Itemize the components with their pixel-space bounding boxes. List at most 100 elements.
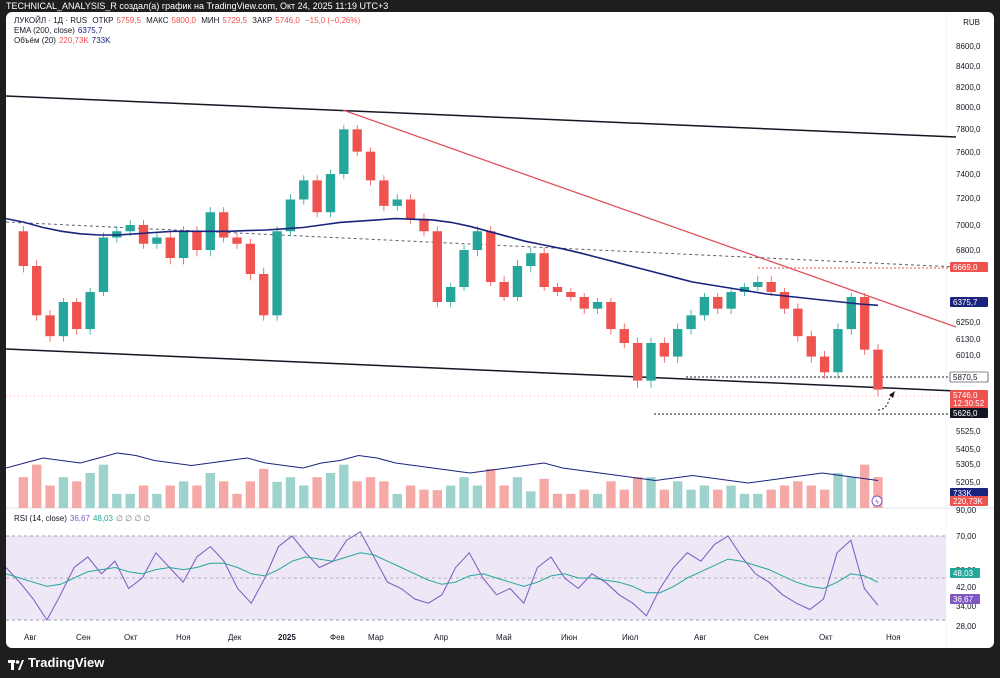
time-axis-label: Июл (622, 633, 639, 642)
time-axis-label: Дек (228, 633, 242, 642)
time-axis-label: Май (496, 633, 512, 642)
volume-bar (766, 489, 776, 508)
candle-body (486, 231, 496, 282)
legend-ema-label: EMA (200, close) (14, 26, 75, 35)
chart-panel[interactable]: ЛУКОЙЛ · 1Д · RUS ОТКР 5759,5 МАКС 5800,0 … (6, 12, 994, 648)
volume-bar (686, 489, 696, 508)
volume-bar (178, 481, 189, 508)
candle-body (846, 297, 856, 330)
time-axis-label: Июн (561, 633, 577, 642)
volume-bar (753, 493, 763, 508)
time-axis-labels: Авг Сен Окт Ноя Дек 2025 Фев Мар Апр Май Июн Июл Авг… (24, 633, 901, 642)
legend-open-label: ОТКР (92, 16, 114, 25)
price-tick-label: 5405,0 (956, 445, 981, 454)
time-axis-label: Сен (754, 633, 769, 642)
price-tick-label: 8200,0 (956, 83, 981, 92)
channel-lower-line[interactable] (6, 348, 957, 392)
price-tick-label: 6010,0 (956, 351, 981, 360)
price-tick-label: 7000,0 (956, 221, 981, 230)
candle-body (178, 231, 189, 258)
time-axis-label: Окт (819, 633, 833, 642)
volume-bar (45, 485, 55, 508)
price-tick-label: 8000,0 (956, 103, 981, 112)
candle-body (766, 282, 776, 292)
volume-bar (526, 491, 536, 508)
candle-body (232, 237, 242, 244)
time-axis-label: Апр (434, 633, 449, 642)
price-tick-label: 7600,0 (956, 148, 981, 157)
volume-bar (739, 493, 750, 508)
candle-body (819, 356, 830, 373)
volume-bar (18, 477, 29, 508)
legend-close-label: ЗАКР (252, 16, 273, 25)
time-axis-label: Фев (330, 633, 345, 642)
candle-body (793, 308, 803, 337)
price-chart-svg[interactable]: 8600,0 8400,0 8200,0 8000,0 7800,0 7600,0 7400… (6, 12, 994, 648)
legend-ema: EMA (200, close) 6375,7 (14, 26, 105, 36)
price-tick-label: 5525,0 (956, 427, 981, 436)
volume-bar (539, 478, 549, 508)
price-tick-label: 6250,0 (956, 318, 981, 327)
candle-body (566, 292, 576, 297)
price-badge-label: 5870,5 (953, 373, 978, 382)
candle-body (446, 287, 456, 302)
volume-bar (592, 493, 603, 508)
volume-bar (392, 493, 402, 508)
legend-rsi-label: RSI (14, close) (14, 514, 67, 523)
volume-bar (259, 468, 269, 508)
legend-low-label: МИН (201, 16, 220, 25)
price-tick-label: 8400,0 (956, 62, 981, 71)
candle-body (579, 297, 589, 309)
price-axis-ticks: 8600,0 8400,0 8200,0 8000,0 7800,0 7600,0 7400… (956, 42, 981, 515)
projection-arrowhead (889, 391, 895, 398)
candle-body (726, 292, 736, 309)
volume-bar (566, 493, 576, 508)
candle-body (18, 231, 29, 266)
candle-body (632, 343, 643, 381)
volume-bar (205, 473, 215, 508)
volume-ma-line (6, 452, 879, 484)
channel-upper-line[interactable] (6, 95, 957, 138)
candle-body (392, 199, 402, 206)
volume-bar (793, 481, 803, 508)
candle-body (873, 349, 883, 390)
volume-bar (365, 477, 376, 508)
legend-volume-label: Объём (20) (14, 36, 56, 45)
legend-rsi-extra: ∅ ∅ ∅ ∅ (115, 514, 151, 523)
volume-bar (552, 493, 563, 508)
candle-body (806, 336, 816, 357)
volume-bar (846, 477, 856, 508)
rsi-badge-bg (950, 568, 980, 578)
candle-body (753, 282, 763, 287)
volume-bar (405, 485, 416, 508)
legend-open: 5759,5 (116, 16, 141, 25)
legend-rsi: RSI (14, close) 36,67 48,03 ∅ ∅ ∅ ∅ (14, 514, 154, 524)
candle-body (859, 297, 870, 350)
candle-body (138, 225, 149, 244)
time-axis-label: Авг (694, 633, 707, 642)
volume-bar (312, 477, 322, 508)
volume-bar (499, 485, 509, 508)
rsi-tick-label: 34,00 (956, 602, 977, 611)
volume-bar (419, 489, 429, 508)
event-flash-icon[interactable] (871, 495, 883, 507)
currency-label: RUB (963, 18, 980, 27)
candle-body (192, 231, 202, 250)
price-badge-label: 12:30:52 (953, 399, 985, 408)
volume-bars (18, 464, 883, 508)
volume-bar (325, 473, 336, 508)
projection-arrow (877, 392, 893, 411)
candle-body (419, 218, 429, 232)
descending-trendline[interactable] (342, 109, 957, 328)
brand-name: TradingView (28, 655, 105, 670)
candle-body (673, 329, 683, 357)
candle-body (619, 329, 629, 343)
legend-symbol: ЛУКОЙЛ · 1Д · RUS (14, 16, 88, 25)
volume-bar (58, 477, 69, 508)
candle-body (512, 266, 523, 297)
tradingview-logo[interactable]: TradingView (8, 655, 104, 670)
price-badge-bg (949, 371, 989, 383)
rsi-badge-label: 48,03 (953, 569, 974, 578)
volume-bar (859, 464, 870, 508)
